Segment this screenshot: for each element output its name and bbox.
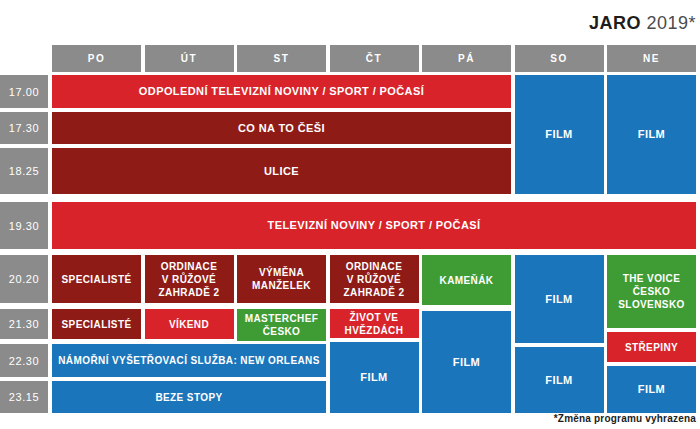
day-header-ne: NE	[607, 45, 696, 72]
day-header-út: ÚT	[145, 45, 234, 72]
program-block: ODPOLEDNÍ TELEVIZNÍ NOVINY / SPORT / POČ…	[52, 75, 511, 108]
footnote: *Změna programu vyhrazena	[554, 413, 696, 424]
program-block: ŽIVOT VE HVĚZDÁCH	[330, 309, 419, 338]
day-header-so: SO	[515, 45, 604, 72]
time-label: 21.30	[0, 309, 48, 339]
tv-schedule-page: n va JARO 2019* POÚTSTČTPÁSONE 17.00 17.30…	[0, 0, 700, 429]
program-block: FILM	[515, 255, 604, 343]
day-header-po: PO	[52, 45, 141, 72]
time-label: 17.00	[0, 75, 48, 108]
season-title-bold: JARO	[589, 13, 641, 33]
time-label: 20.20	[0, 255, 48, 303]
day-header-čt: ČT	[330, 45, 419, 72]
program-block: FILM	[515, 75, 604, 194]
season-title: JARO 2019*	[589, 13, 696, 34]
program-block: SPECIALISTÉ	[52, 255, 141, 303]
program-block: MASTERCHEF ČESKO	[237, 309, 326, 341]
nova-logo-va: va	[87, 13, 109, 36]
nova-logo-n: n	[58, 13, 70, 36]
program-block: ULICE	[52, 148, 511, 194]
time-label: 19.30	[0, 202, 48, 249]
program-block: VÝMĚNA MANŽELEK	[237, 255, 326, 303]
program-block: FILM	[515, 347, 604, 413]
program-block: FILM	[607, 75, 696, 194]
time-label: 18.25	[0, 148, 48, 194]
program-block: FILM	[607, 366, 696, 413]
program-block: VÍKEND	[145, 309, 234, 339]
program-block: ORDINACE V RŮŽOVÉ ZAHRADĚ 2	[145, 255, 234, 303]
time-label: 23.15	[0, 381, 48, 413]
program-block: BEZE STOPY	[52, 381, 326, 413]
program-block: TELEVIZNÍ NOVINY / SPORT / POČASÍ	[52, 202, 696, 249]
time-label: 22.30	[0, 344, 48, 377]
program-block: SPECIALISTÉ	[52, 309, 141, 339]
program-block: ORDINACE V RŮŽOVÉ ZAHRADĚ 2	[330, 255, 419, 303]
time-label: 17.30	[0, 112, 48, 144]
program-block: THE VOICE ČESKO SLOVENSKO	[607, 255, 696, 328]
season-title-year: 2019*	[641, 13, 696, 33]
day-header-st: ST	[237, 45, 326, 72]
program-block: STŘEPINY	[607, 332, 696, 362]
program-block: CO NA TO ČEŠI	[52, 112, 511, 144]
program-block: NÁMOŘNÍ VYŠETŘOVACÍ SLUŽBA: NEW ORLEANS	[52, 344, 326, 377]
program-block: FILM	[330, 342, 419, 413]
day-header-pá: PÁ	[422, 45, 511, 72]
program-block: KAMEŇÁK	[422, 255, 511, 305]
nova-logo: n va	[52, 8, 116, 41]
nova-logo-o-icon	[71, 18, 86, 33]
program-block: FILM	[422, 311, 511, 413]
